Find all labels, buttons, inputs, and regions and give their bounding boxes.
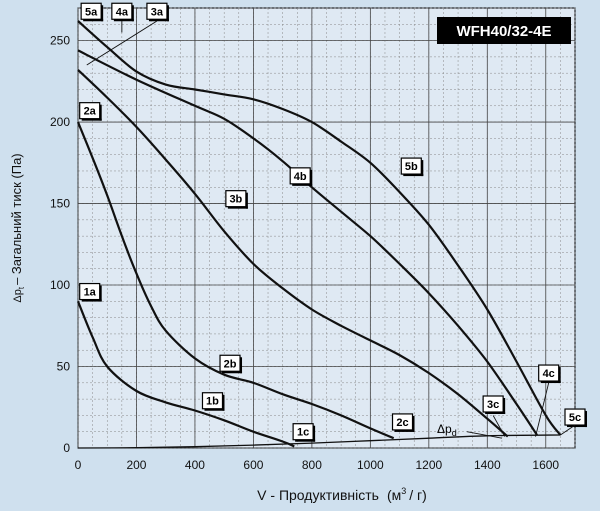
curve-label-text: 2b bbox=[224, 358, 237, 370]
curve-label-shadow bbox=[81, 118, 102, 121]
curve-label-text: 5b bbox=[405, 161, 418, 173]
x-tick-labels: 0 200 400 600 800 1000 1200 1400 1600 bbox=[75, 458, 560, 472]
curve-label-5c: 5c bbox=[564, 408, 587, 428]
x-tick-label: 400 bbox=[185, 458, 205, 472]
curve-label-2a: 2a bbox=[79, 102, 102, 121]
curve-label-1b: 1b bbox=[201, 392, 225, 411]
curve-label-text: 5a bbox=[85, 6, 98, 18]
x-tick-label: 800 bbox=[302, 458, 322, 472]
x-tick-label: 1000 bbox=[357, 458, 384, 472]
curve-label-shadow bbox=[412, 415, 415, 432]
curve-labels: 5a 4a 3a 2a 1a 1b 1c 2b 2c 3b 3c 4b 4c 5b 5c bbox=[79, 2, 587, 442]
curve-label-shadow bbox=[313, 425, 316, 442]
curve-label-1c: 1c bbox=[292, 423, 316, 442]
title-box: WFH40/32-4E bbox=[437, 17, 571, 44]
curve-label-shadow bbox=[222, 394, 225, 411]
curve-label-4c: 4c bbox=[538, 364, 561, 384]
x-tick-label: 1400 bbox=[474, 458, 501, 472]
y-tick-label: 0 bbox=[63, 441, 70, 455]
leader-line bbox=[560, 424, 576, 436]
curve-label-shadow bbox=[403, 174, 424, 177]
y-tick-label: 100 bbox=[50, 278, 70, 292]
leader-line bbox=[535, 382, 550, 437]
y-tick-label: 150 bbox=[50, 197, 70, 211]
curve-label-shadow bbox=[101, 5, 104, 22]
curve-label-text: 4b bbox=[294, 171, 307, 183]
x-axis-title: V - Продуктивність (м3/ г) bbox=[257, 486, 427, 503]
dynamic-pressure-label: Δpd bbox=[437, 422, 457, 438]
curve-label-shadow bbox=[421, 160, 424, 177]
curve-label-shadow bbox=[83, 19, 104, 22]
curve-label-2b: 2b bbox=[219, 354, 243, 374]
curve-label-shadow bbox=[166, 5, 169, 22]
curve-label-shadow bbox=[503, 398, 506, 414]
curve-label-shadow bbox=[99, 285, 102, 302]
curve-label-shadow bbox=[567, 425, 587, 428]
curve-label-shadow bbox=[204, 408, 225, 411]
chart-title: WFH40/32-4E bbox=[456, 23, 551, 40]
curve-label-3b: 3b bbox=[225, 190, 248, 209]
curve-label-4a: 4a bbox=[111, 2, 134, 22]
y-axis-title: Δpt– Загальний тиск (Па) bbox=[9, 153, 26, 302]
y-tick-label: 50 bbox=[57, 360, 71, 374]
curves bbox=[76, 20, 562, 449]
curve-label-shadow bbox=[394, 429, 415, 432]
curve-label-shadow bbox=[148, 19, 169, 22]
curve-label-shadow bbox=[222, 371, 243, 374]
curve-label-shadow bbox=[81, 299, 102, 302]
curve-label-5a: 5a bbox=[80, 2, 104, 22]
curve-label-text: 3b bbox=[229, 194, 242, 206]
curve-label-shadow bbox=[540, 381, 561, 384]
x-tick-label: 600 bbox=[243, 458, 263, 472]
curve-label-text: 3c bbox=[487, 399, 499, 411]
curve-label-5b: 5b bbox=[400, 157, 424, 177]
x-tick-label: 200 bbox=[126, 458, 146, 472]
curve-label-4b: 4b bbox=[289, 167, 313, 186]
curve-label-shadow bbox=[292, 183, 313, 186]
curve-label-3a: 3a bbox=[146, 2, 169, 22]
y-tick-label: 250 bbox=[50, 34, 70, 48]
curve-label-shadow bbox=[310, 169, 313, 186]
curve-label-shadow bbox=[240, 357, 243, 374]
x-tick-label: 1200 bbox=[415, 458, 442, 472]
curve-label-text: 3a bbox=[151, 6, 164, 18]
curve-label-shadow bbox=[99, 104, 102, 121]
curve-label-shadow bbox=[245, 192, 248, 209]
curve-label-shadow bbox=[131, 5, 134, 22]
curve-label-text: 2a bbox=[84, 106, 97, 118]
curve-label-shadow bbox=[585, 411, 587, 428]
y-tick-label: 200 bbox=[50, 115, 70, 129]
curve-label-shadow bbox=[485, 412, 506, 414]
curve-label-text: 2c bbox=[396, 417, 408, 429]
curve-label-shadow bbox=[558, 367, 561, 384]
series-line-5 bbox=[77, 20, 562, 436]
curve-label-2c: 2c bbox=[391, 413, 415, 432]
dynamic-pressure-curve bbox=[77, 434, 561, 449]
curve-label-text: 4a bbox=[116, 6, 129, 18]
curve-label-shadow bbox=[227, 206, 248, 209]
leader-line bbox=[492, 415, 506, 437]
x-tick-label: 1600 bbox=[532, 458, 559, 472]
x-tick-label: 0 bbox=[75, 458, 82, 472]
curve-label-1a: 1a bbox=[79, 282, 102, 302]
leader-line bbox=[86, 20, 158, 66]
series-line-2 bbox=[76, 121, 395, 440]
curve-label-shadow bbox=[295, 439, 316, 442]
leader-line bbox=[466, 431, 502, 439]
curve-label-shadow bbox=[113, 19, 134, 22]
series-line-4 bbox=[77, 49, 538, 436]
y-tick-labels: 0 50 100 150 200 250 bbox=[50, 34, 70, 455]
curve-label-text: 1b bbox=[206, 396, 219, 408]
series-line-1 bbox=[76, 300, 295, 448]
curve-label-text: 5c bbox=[569, 412, 581, 424]
curve-label-text: 1c bbox=[297, 427, 309, 439]
series-line-3 bbox=[77, 69, 509, 438]
curve-label-3c: 3c bbox=[482, 395, 506, 414]
curve-label-text: 1a bbox=[84, 287, 97, 299]
curve-label-text: 4c bbox=[543, 368, 555, 380]
